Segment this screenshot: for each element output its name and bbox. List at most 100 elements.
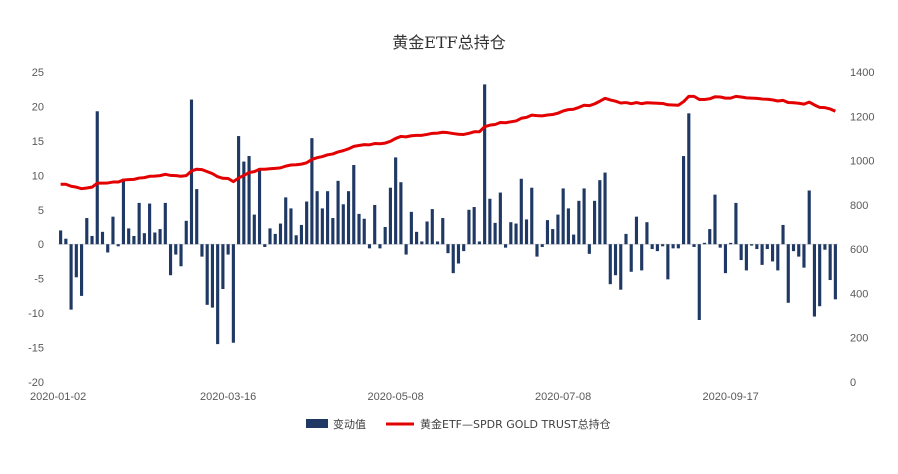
bar: [530, 187, 534, 245]
x-axis: 2020-01-02 2020-03-16 2020-05-08 2020-07-08…: [30, 391, 759, 403]
bar: [770, 244, 775, 262]
bar: [446, 244, 450, 254]
bar: [404, 244, 408, 255]
bar: [483, 84, 487, 245]
bar: [158, 229, 162, 245]
bar: [357, 213, 361, 245]
bar: [326, 191, 330, 245]
right-tick-label: 0: [850, 377, 856, 389]
bar: [85, 218, 89, 245]
bar: [121, 178, 126, 245]
bar: [263, 244, 267, 247]
bar: [619, 244, 623, 290]
bar: [629, 244, 633, 272]
bar: [519, 178, 523, 245]
bar: [74, 244, 78, 278]
bar: [535, 244, 539, 257]
bar: [336, 180, 340, 245]
bar: [760, 244, 764, 265]
bar: [702, 242, 707, 245]
left-tick-label: 25: [32, 67, 44, 79]
bar: [514, 223, 518, 245]
bar: [462, 244, 466, 252]
bar: [116, 244, 120, 247]
bar: [776, 244, 780, 271]
bar: [59, 230, 63, 245]
bar: [682, 156, 686, 245]
legend: 变动值 黄金ETF—SPDR GOLD TRUST总持仓: [306, 417, 611, 431]
bar: [676, 244, 680, 249]
bar: [362, 218, 366, 245]
bar: [744, 244, 748, 271]
bar: [561, 188, 565, 245]
bar: [268, 228, 272, 245]
bar: [174, 244, 178, 255]
bar: [488, 198, 492, 245]
bar: [195, 189, 199, 245]
x-tick-label: 2020-09-17: [703, 391, 759, 403]
bar: [493, 222, 497, 245]
bar: [556, 214, 560, 245]
bar: [127, 228, 131, 245]
bar: [582, 188, 586, 245]
bar: [278, 223, 283, 245]
bar: [383, 227, 387, 245]
bar: [713, 194, 717, 245]
bar: [540, 244, 544, 247]
bar: [100, 231, 105, 245]
bar: [64, 238, 68, 245]
bar: [786, 244, 790, 303]
bar: [781, 224, 785, 245]
left-tick-label: 20: [32, 101, 44, 113]
bar: [708, 229, 712, 245]
bar: [477, 241, 481, 245]
bar: [645, 222, 649, 245]
left-tick-label: 5: [38, 205, 44, 217]
right-tick-label: 800: [850, 200, 868, 212]
x-tick-label: 2020-01-02: [30, 391, 86, 403]
bar: [168, 244, 173, 276]
bar: [247, 156, 251, 245]
bar: [524, 219, 529, 245]
bar: [828, 244, 832, 281]
bar: [587, 244, 591, 254]
bar: [655, 244, 659, 252]
bar: [346, 191, 351, 245]
bar: [378, 244, 382, 249]
bar: [739, 244, 743, 261]
bar: [467, 209, 471, 245]
bar: [729, 242, 733, 245]
bar: [430, 209, 434, 245]
bar: [153, 232, 157, 245]
bar: [818, 244, 822, 307]
bar: [111, 216, 115, 245]
bar: [572, 234, 576, 245]
bar: [294, 235, 298, 245]
bar: [148, 203, 152, 245]
bar: [765, 244, 769, 250]
x-tick-label: 2020-07-08: [535, 391, 591, 403]
left-tick-label: 15: [32, 136, 44, 148]
bar: [163, 202, 167, 245]
bar: [750, 244, 754, 246]
bar: [221, 244, 225, 289]
bar: [472, 207, 476, 245]
bar: [598, 180, 602, 245]
bar: [205, 244, 209, 305]
right-tick-label: 600: [850, 244, 868, 256]
bar: [687, 113, 691, 245]
bar: [624, 233, 628, 245]
right-axis: 1400 1200 1000 800 600 400 200 0: [850, 67, 874, 389]
bar: [237, 136, 241, 245]
bar: [797, 244, 801, 257]
x-tick-label: 2020-05-08: [368, 391, 424, 403]
bar: [545, 220, 550, 245]
bar: [634, 216, 639, 245]
bar: [498, 192, 502, 245]
bar: [95, 111, 99, 245]
line-series: [60, 94, 836, 191]
bar: [577, 200, 581, 245]
bar: [210, 244, 214, 308]
bar: [200, 244, 204, 257]
